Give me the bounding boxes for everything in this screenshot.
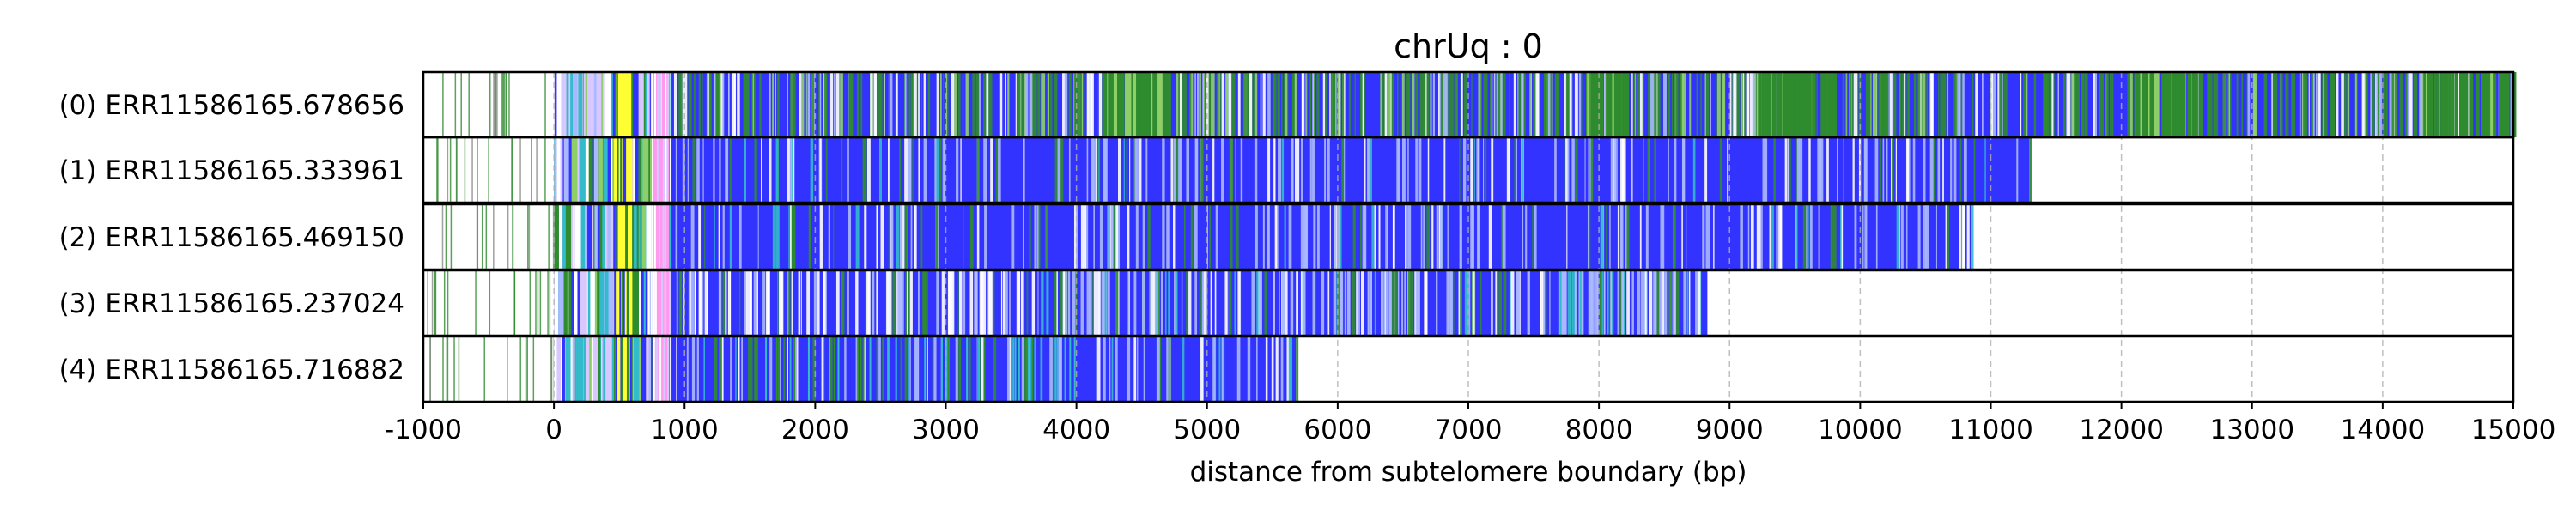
read-bar-subtelomere bbox=[423, 72, 555, 137]
x-tick-label: 13000 bbox=[2209, 415, 2294, 445]
grid-lines bbox=[553, 72, 2384, 402]
read-track-0 bbox=[423, 72, 2517, 137]
x-tick-label: 11000 bbox=[1948, 415, 2033, 445]
read-track-2 bbox=[423, 204, 1974, 270]
x-tick-label: 1000 bbox=[651, 415, 719, 445]
y-tick-label-0: (0) ERR11586165.678656 bbox=[59, 90, 404, 121]
x-tick-label: 4000 bbox=[1042, 415, 1110, 445]
y-tick-labels: (0) ERR11586165.678656 (1) ERR11586165.33… bbox=[59, 90, 404, 385]
read-track-4 bbox=[423, 336, 1299, 402]
y-tick-label-1: (1) ERR11586165.333961 bbox=[59, 155, 404, 186]
read-tracks bbox=[423, 72, 2517, 402]
read-bar-main bbox=[671, 137, 2031, 203]
y-tick-label-2: (2) ERR11586165.469150 bbox=[59, 222, 404, 253]
x-tick-label: 14000 bbox=[2341, 415, 2426, 445]
x-tick-label: 7000 bbox=[1435, 415, 1503, 445]
track-frame-1 bbox=[422, 136, 2515, 204]
read-bar-subtelomere bbox=[423, 204, 555, 270]
x-tick-label: 5000 bbox=[1173, 415, 1241, 445]
x-tick-label: 10000 bbox=[1818, 415, 1903, 445]
read-track-3 bbox=[423, 270, 1708, 336]
x-tick-label: 0 bbox=[545, 415, 562, 445]
x-tick-label: 8000 bbox=[1565, 415, 1633, 445]
x-ticks: -1000 0 1000 2000 3000 4000 5000 6000 7000 8000 90… bbox=[385, 402, 2555, 445]
read-track-1 bbox=[423, 137, 2032, 203]
chart-title: chrUq : 0 bbox=[1394, 27, 1543, 65]
track-frames bbox=[422, 70, 2515, 403]
y-tick-label-3: (3) ERR11586165.237024 bbox=[59, 288, 404, 319]
x-tick-label: 12000 bbox=[2079, 415, 2164, 445]
x-axis-label: distance from subtelomere boundary (bp) bbox=[1190, 457, 1747, 488]
y-tick-label-4: (4) ERR11586165.716882 bbox=[59, 354, 404, 385]
x-tick-label: 3000 bbox=[912, 415, 980, 445]
x-tick-label: 6000 bbox=[1303, 415, 1371, 445]
x-tick-label: 15000 bbox=[2471, 415, 2556, 445]
x-tick-label: -1000 bbox=[385, 415, 462, 445]
x-tick-label: 2000 bbox=[781, 415, 849, 445]
read-bar-subtelomere bbox=[423, 270, 555, 336]
x-tick-label: 9000 bbox=[1696, 415, 1764, 445]
read-bar-main bbox=[671, 204, 1971, 270]
read-bar-subtelomere bbox=[423, 336, 555, 402]
